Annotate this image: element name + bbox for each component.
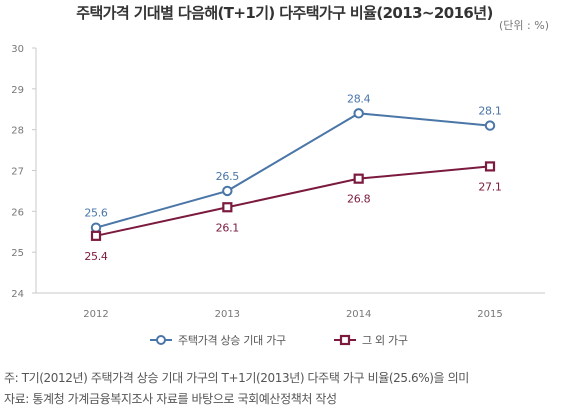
data-label-1: 28.1 (478, 105, 501, 118)
legend-label-1: 주택가격 상승 기대 가구 (178, 334, 286, 347)
data-point-2 (222, 202, 233, 213)
data-point-2 (353, 173, 364, 184)
series-line-2 (95, 165, 491, 237)
chart-title: 주택가격 기대별 다음해(T+1기) 다주택가구 비율(2013~2016년) (76, 4, 493, 22)
x-tick-label: 2013 (215, 309, 240, 320)
x-tick-label: 2012 (83, 309, 108, 320)
data-label-2: 26.8 (347, 193, 371, 206)
data-label-2: 26.1 (216, 221, 239, 234)
data-point-2 (484, 161, 496, 172)
y-tick-label: 24 (11, 289, 24, 300)
y-tick-label: 27 (11, 167, 24, 178)
series-line-1 (95, 112, 491, 229)
legend-label-2: 그 외 가구 (362, 334, 408, 347)
unit-label: (단위 : %) (499, 19, 549, 32)
y-tick-label: 29 (11, 85, 24, 96)
line-chart: 24 25 26 27 28 29 30 2012 2013 2014 2015 25.6 26.5 28… (11, 44, 545, 347)
data-point-1 (222, 185, 233, 197)
data-point-2 (90, 230, 102, 241)
footnote-note: 주: T기(2012년) 주택가격 상승 기대 가구의 T+1기(2013년) … (4, 371, 469, 385)
data-label-1: 28.4 (347, 92, 371, 105)
data-label-1: 25.6 (84, 207, 108, 220)
footnotes: 주: T기(2012년) 주택가격 상승 기대 가구의 T+1기(2013년) … (4, 368, 469, 410)
y-tick-label: 28 (11, 126, 24, 137)
legend-marker-1 (156, 335, 166, 345)
y-tick-label: 25 (11, 248, 24, 259)
x-tick-label: 2014 (346, 309, 371, 320)
data-label-1: 26.5 (216, 170, 240, 183)
data-point-1 (90, 222, 102, 233)
legend-marker-2 (339, 334, 351, 346)
data-point-1 (484, 120, 496, 131)
x-tick-label: 2015 (477, 309, 502, 320)
y-tick-label: 30 (11, 44, 24, 55)
footnote-source: 자료: 통계청 가계금융복지조사 자료를 바탕으로 국회예산정책처 작성 (4, 392, 337, 406)
data-label-2: 27.1 (478, 180, 501, 193)
y-tick-label: 26 (11, 207, 24, 218)
data-label-2: 25.4 (84, 250, 108, 263)
data-point-1 (353, 108, 364, 119)
